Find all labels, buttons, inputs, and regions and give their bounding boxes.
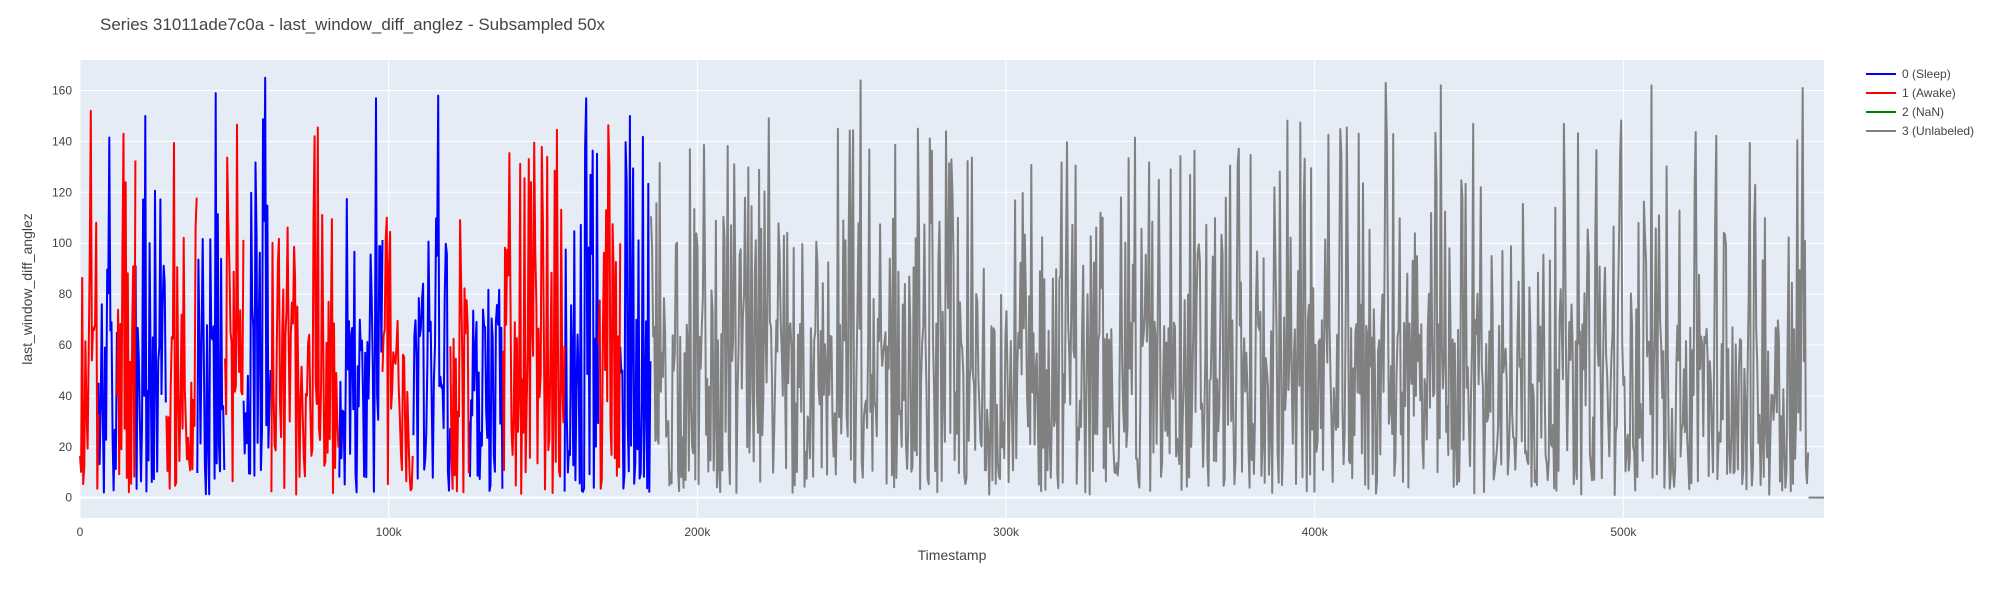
series-line-1 [270,126,340,496]
y-tick-label: 100 [52,236,72,250]
y-tick-label: 60 [59,338,73,352]
y-tick-label: 0 [65,491,72,505]
series-line-0 [242,76,272,477]
series-line-1 [597,124,622,490]
series-line-0 [619,115,652,493]
x-tick-label: 0 [77,525,84,539]
legend-item-label[interactable]: 1 (Awake) [1902,86,1956,100]
series-line-1 [116,132,137,494]
y-tick-label: 160 [52,84,72,98]
series-line-0 [97,136,118,494]
series-line-1 [224,123,245,483]
x-tick-label: 100k [376,525,403,539]
x-axis-title: Timestamp [918,547,987,563]
axes: 0 20 40 60 80 100 120 140 160 0 100k 200k 300k 400k 50… [52,84,1637,539]
series-line-0 [563,97,600,493]
y-axis-title: last_window_diff_anglez [19,213,35,365]
series-line-0 [467,288,504,492]
chart-title: Series 31011ade7c0a - last_window_diff_a… [100,15,605,34]
legend-item-label[interactable]: 2 (NaN) [1902,105,1944,119]
y-tick-label: 140 [52,134,72,148]
series-line-0 [134,115,167,493]
x-tick-label: 400k [1302,525,1329,539]
legend-item-label[interactable]: 3 (Unlabeled) [1902,124,1974,138]
series-line-1 [449,219,470,494]
x-tick-label: 300k [993,525,1020,539]
series-line-0 [338,97,384,494]
legend[interactable]: 0 (Sleep) 1 (Awake) 2 (NaN) 3 (Unlabeled) [1866,67,1974,138]
y-tick-label: 20 [59,440,73,454]
series-line-0 [412,94,452,492]
series-line-1 [165,142,198,490]
x-tick-label: 500k [1610,525,1637,539]
legend-item-label[interactable]: 0 (Sleep) [1902,67,1951,81]
series-line-1 [381,216,414,492]
y-tick-label: 80 [59,287,73,301]
x-tick-label: 200k [684,525,711,539]
y-tick-label: 120 [52,185,72,199]
series-line-1 [79,109,100,490]
series-line-0 [196,92,226,496]
data-series [79,76,1824,499]
y-tick-label: 40 [59,389,73,403]
series-line-3 [650,79,1810,496]
series-line-1 [501,128,566,495]
